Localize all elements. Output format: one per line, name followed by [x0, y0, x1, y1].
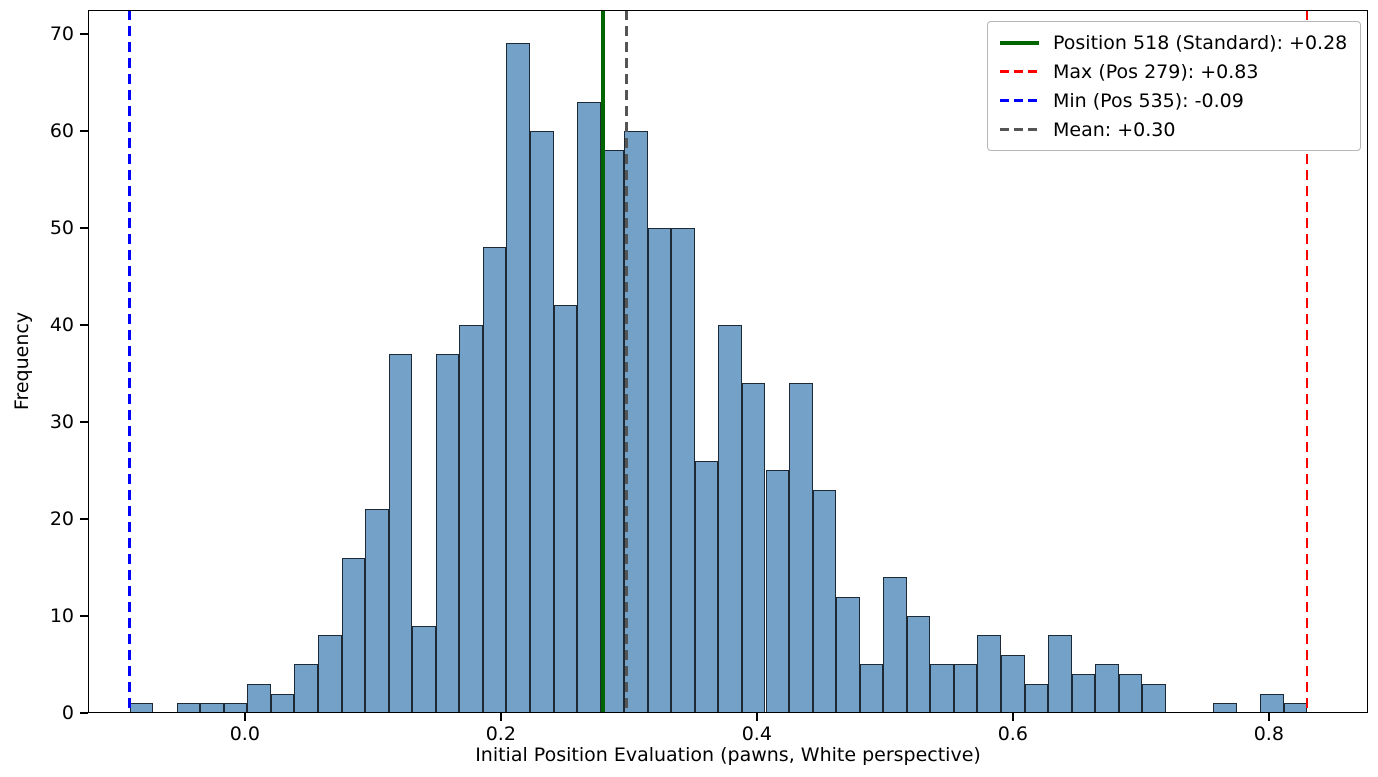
y-tick-label: 30	[49, 410, 74, 433]
y-tick-mark	[80, 712, 88, 714]
histogram-bar	[129, 703, 154, 713]
y-tick-mark	[80, 130, 88, 132]
x-tick-label: 0.8	[1253, 723, 1284, 745]
y-tick-mark	[80, 33, 88, 35]
histogram-bar	[671, 227, 695, 713]
histogram-bar	[930, 664, 954, 713]
mean-line	[624, 10, 628, 713]
histogram-bar	[435, 353, 460, 713]
x-tick-label: 0.2	[485, 723, 516, 745]
histogram-bar	[624, 130, 648, 713]
histogram-bar	[1260, 693, 1284, 713]
histogram-bar	[341, 557, 366, 713]
legend-label: Min (Pos 535): -0.09	[1053, 89, 1244, 112]
legend-item: Max (Pos 279): +0.83	[1000, 60, 1348, 83]
x-tick-label: 0.4	[741, 723, 772, 745]
y-tick-mark	[80, 615, 88, 617]
legend-label: Max (Pos 279): +0.83	[1053, 60, 1259, 83]
histogram-bar	[765, 470, 790, 713]
standard-position-line	[601, 10, 606, 713]
y-tick-mark	[80, 421, 88, 423]
min-line	[128, 10, 131, 713]
histogram-bar	[388, 353, 413, 713]
legend-item: Mean: +0.30	[1000, 118, 1348, 141]
histogram-bar	[883, 577, 907, 713]
y-tick-mark	[80, 324, 88, 326]
histogram-bar	[1212, 703, 1237, 713]
y-tick-mark	[80, 227, 88, 229]
histogram-bar	[247, 683, 271, 713]
histogram-bar	[1142, 683, 1166, 713]
y-tick-label: 20	[49, 507, 74, 530]
histogram-bar	[953, 664, 978, 713]
y-tick-label: 40	[49, 313, 74, 336]
x-tick-mark	[1268, 713, 1270, 721]
histogram-bar	[294, 664, 318, 713]
histogram-bar	[694, 460, 719, 713]
histogram-bar	[553, 305, 578, 713]
legend-item: Position 518 (Standard): +0.28	[1000, 31, 1348, 54]
histogram-bar	[577, 101, 601, 713]
histogram-bar	[529, 130, 554, 713]
histogram-bar	[906, 615, 931, 713]
histogram-bar	[482, 247, 507, 713]
legend-line-swatch	[1000, 128, 1039, 131]
histogram-bar	[836, 596, 860, 713]
legend-line-swatch	[1000, 40, 1039, 45]
histogram-bar	[718, 324, 742, 713]
histogram-bar	[365, 509, 389, 713]
legend-item: Min (Pos 535): -0.09	[1000, 89, 1348, 112]
histogram-bar	[977, 635, 1002, 713]
histogram-bar	[1024, 683, 1049, 713]
y-tick-label: 70	[49, 22, 74, 45]
histogram-bar	[647, 227, 672, 713]
legend-label: Position 518 (Standard): +0.28	[1053, 31, 1348, 54]
histogram-bar	[1095, 664, 1119, 713]
histogram-bar	[1001, 654, 1025, 713]
histogram-bar	[741, 383, 766, 713]
histogram-bar	[859, 664, 884, 713]
y-tick-label: 0	[61, 702, 74, 724]
legend-line-swatch	[1000, 99, 1039, 102]
plot-area	[88, 10, 1368, 713]
histogram-bar	[223, 703, 248, 713]
x-tick-label: 0.0	[229, 723, 260, 745]
x-tick-mark	[244, 713, 246, 721]
max-line	[1305, 10, 1309, 713]
histogram-bar	[1283, 703, 1308, 713]
legend-line-swatch	[1000, 70, 1039, 73]
histogram-bar	[270, 693, 295, 713]
histogram-bar	[200, 703, 224, 713]
histogram-bar	[176, 703, 201, 713]
histogram-bar	[412, 625, 436, 713]
x-tick-mark	[1012, 713, 1014, 721]
histogram-bar	[1118, 674, 1143, 713]
legend: Position 518 (Standard): +0.28 Max (Pos 2…	[987, 21, 1361, 151]
histogram-bar	[506, 43, 530, 713]
y-tick-label: 60	[49, 119, 74, 142]
x-tick-mark	[756, 713, 758, 721]
histogram-bar	[318, 635, 342, 713]
y-tick-label: 10	[49, 604, 74, 627]
histogram-bar	[812, 489, 837, 713]
x-axis-label: Initial Position Evaluation (pawns, Whit…	[475, 744, 981, 766]
y-axis-label: Frequency	[11, 311, 33, 411]
legend-label: Mean: +0.30	[1053, 118, 1176, 141]
histogram-bar	[1071, 674, 1096, 713]
histogram-bar	[1048, 635, 1072, 713]
x-tick-mark	[500, 713, 502, 721]
histogram-bar	[459, 324, 483, 713]
y-tick-label: 50	[49, 216, 74, 239]
histogram-bar	[789, 383, 813, 713]
x-tick-label: 0.6	[997, 723, 1028, 745]
y-tick-mark	[80, 518, 88, 520]
